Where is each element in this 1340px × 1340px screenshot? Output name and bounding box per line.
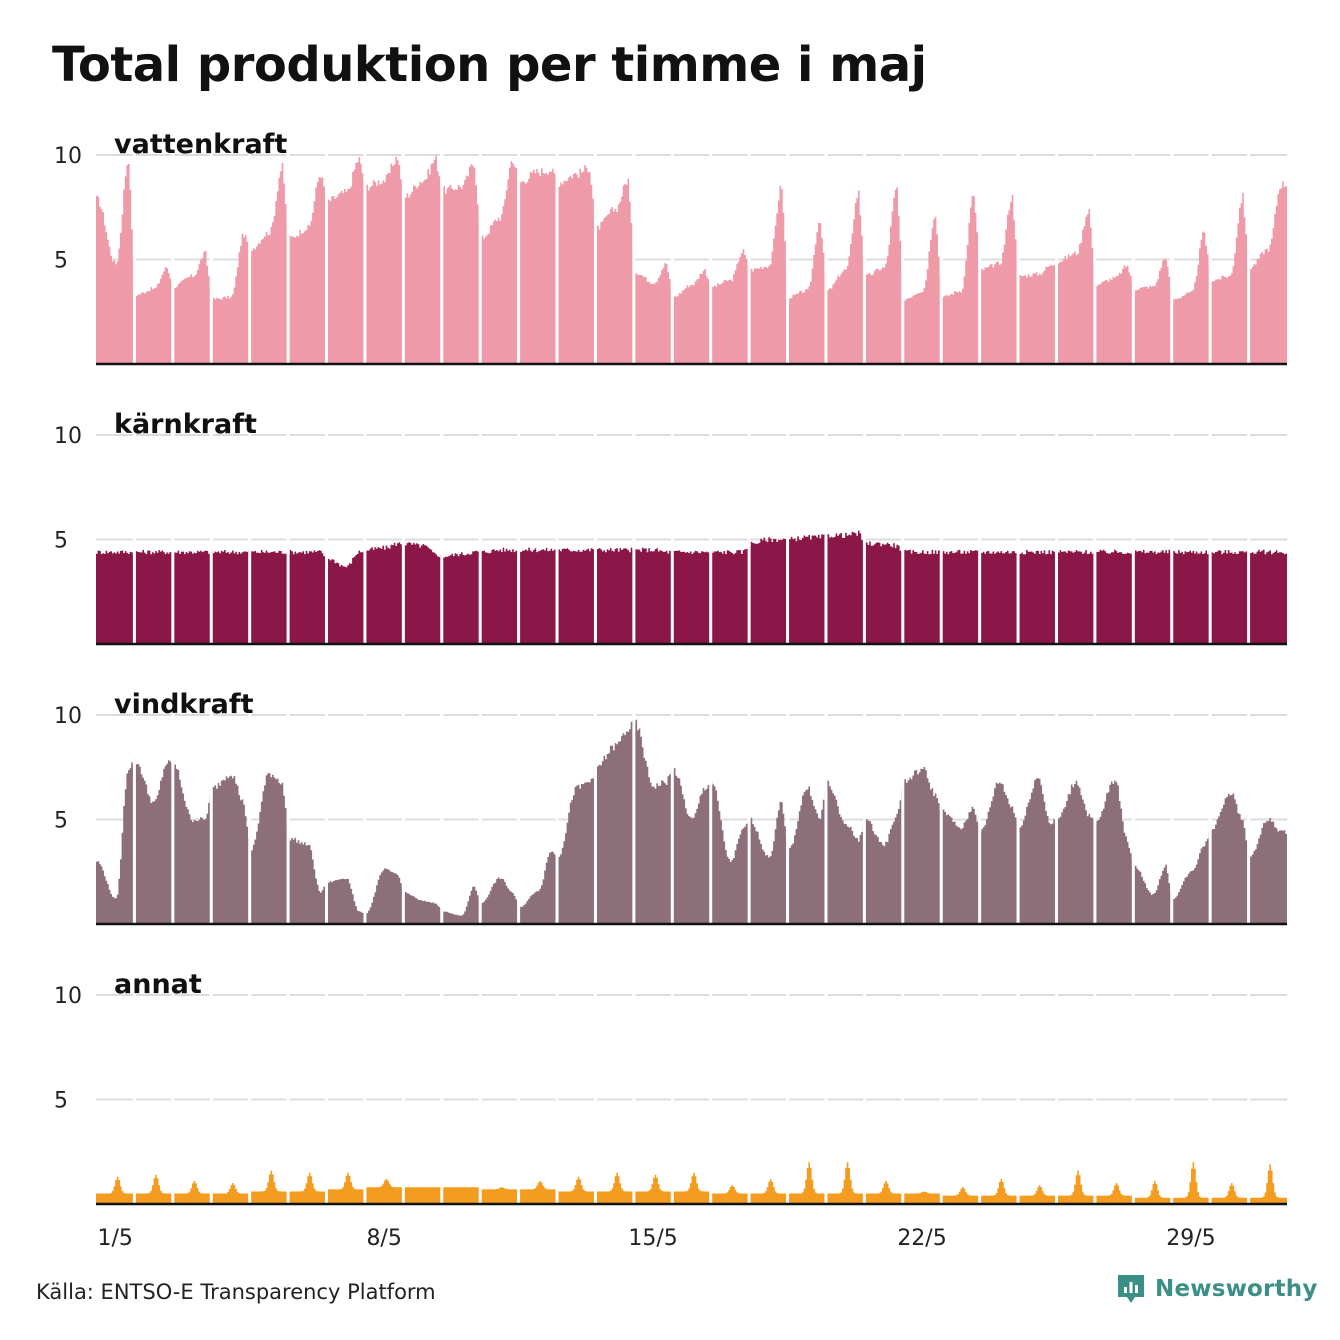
panel-vattenkraft: 5 10 vattenkraft <box>54 129 1287 366</box>
y-tick-label: 5 <box>54 809 68 834</box>
panel-vindkraft: 5 10 vindkraft <box>54 689 1287 926</box>
area-vindkraft <box>96 719 1287 924</box>
x-tick-label: 8/5 <box>366 1226 401 1251</box>
series-label-vattenkraft: vattenkraft <box>114 129 287 160</box>
panel-kärnkraft: 5 10 kärnkraft <box>54 409 1287 646</box>
newsworthy-logo: Newsworthy <box>1116 1273 1318 1305</box>
y-tick-label: 10 <box>54 424 82 449</box>
x-tick-label: 1/5 <box>98 1226 133 1251</box>
y-tick-label: 10 <box>54 704 82 729</box>
small-multiples-chart: 5 10 vattenkraft 5 10 kärnkraft 5 10 vindkraft 5 1… <box>54 129 1287 1251</box>
bar-chart-speech-icon <box>1118 1275 1144 1303</box>
series-label-annat: annat <box>114 969 202 1000</box>
brand-name: Newsworthy <box>1155 1276 1318 1302</box>
x-tick-label: 15/5 <box>628 1226 677 1251</box>
x-tick-label: 29/5 <box>1166 1226 1215 1251</box>
series-label-vindkraft: vindkraft <box>114 689 254 720</box>
y-tick-label: 10 <box>54 984 82 1009</box>
area-annat <box>96 1162 1287 1204</box>
source-note: Källa: ENTSO-E Transparency Platform <box>36 1280 436 1304</box>
y-tick-label: 5 <box>54 529 68 554</box>
y-tick-label: 10 <box>54 144 82 169</box>
series-label-kärnkraft: kärnkraft <box>114 409 257 440</box>
area-vattenkraft <box>96 155 1287 364</box>
panel-annat: 5 10 annat <box>54 969 1287 1206</box>
y-tick-label: 5 <box>54 249 68 274</box>
y-tick-label: 5 <box>54 1089 68 1114</box>
chart-title: Total produktion per timme i maj <box>52 37 927 93</box>
x-tick-label: 22/5 <box>897 1226 946 1251</box>
area-kärnkraft <box>96 530 1287 644</box>
